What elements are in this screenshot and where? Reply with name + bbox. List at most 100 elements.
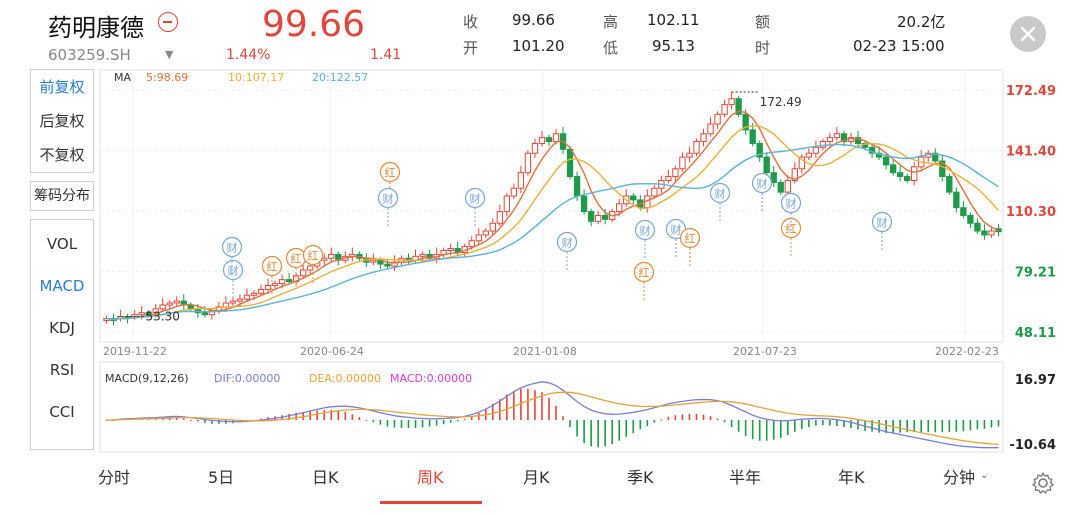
macd-bar [983,419,986,429]
tab-intraday[interactable]: 分时 [98,468,131,487]
event-marker [871,211,893,233]
event-marker-label: 财 [671,223,682,237]
indicator-kdj[interactable]: KDJ [49,319,75,337]
tab-halfyear[interactable]: 半年 [729,468,762,487]
candle [264,285,272,290]
kline-chart[interactable]: 172.49 141.40 110.30 79.21 48.11 2019-11-22 20… [0,0,1080,460]
x-tick-label: 2021-07-23 [733,345,797,358]
candle [475,234,482,242]
indicator-rsi[interactable]: RSI [49,361,75,379]
macd-bar [477,412,480,420]
candle [798,156,806,170]
time-value: 02-23 15:00 [853,37,945,55]
macd-bar [421,419,424,428]
macd-legend-0: MACD(9,12,26) [105,372,189,385]
macd-bar [997,419,1000,427]
event-marker [464,187,486,209]
candle [229,300,237,304]
candle [250,292,258,296]
low-value: 95.13 [652,37,695,55]
close-value: 99.66 [512,11,555,29]
macd-bar [779,419,782,438]
candle [602,214,609,220]
adjust-forward[interactable]: 前复权 [39,78,85,96]
candle [552,133,560,143]
candle [391,261,398,267]
candle [679,156,686,170]
macd-bar [681,414,684,420]
macd-bar [492,403,494,420]
indicator-cci[interactable]: CCI [49,403,75,421]
macd-bar [541,392,543,420]
candle [580,195,588,213]
candle [243,294,251,300]
macd-bar [548,397,550,420]
candle [538,137,546,144]
macd-bar [316,410,319,420]
adjust-none[interactable]: 不复权 [39,146,85,164]
macd-bar [829,419,831,426]
tab-yearly[interactable]: 年K [838,468,865,487]
tab-minute[interactable]: 分钟 [943,468,976,487]
macd-bar [470,416,473,420]
stock-code: 603259.SH [48,46,131,64]
indicator-vol[interactable]: VOL [46,235,78,253]
candle [819,141,827,148]
gear-icon[interactable] [1031,471,1055,495]
candle [763,156,770,174]
macd-bar [562,416,564,420]
tab-5day[interactable]: 5日 [208,468,235,487]
ma-legend-1: 5:98.69 [146,71,188,84]
macd-bar [674,415,677,420]
macd-bar [393,419,396,428]
chevron-down-icon[interactable]: ▼ [165,48,174,61]
tab-daily[interactable]: 日K [312,468,339,487]
macd-bar [794,419,796,432]
candle [482,230,489,236]
tab-quarterly[interactable]: 季K [627,468,654,487]
macd-bar [885,419,887,434]
tab-weekly[interactable]: 周K [417,468,444,487]
macd-bar [758,419,761,441]
macd-bar [976,419,979,430]
macd-bar [969,419,972,431]
event-marker-label: 财 [470,192,481,206]
candle [489,222,496,232]
tab-monthly[interactable]: 月K [523,468,550,487]
candle [665,176,672,181]
adjust-backward[interactable]: 后复权 [39,112,85,130]
macd-bar [520,388,522,420]
candle [805,152,813,158]
macd-bar [379,419,382,425]
candle [953,191,960,209]
macd-bar [955,419,958,432]
event-marker-label: 财 [227,241,238,255]
event-marker [302,244,324,266]
macd-bar [871,419,873,432]
close-button[interactable] [1010,16,1046,52]
event-marker [633,261,655,283]
macd-bar [344,411,347,420]
remove-watchlist-icon[interactable] [158,12,178,32]
macd-bar [744,419,747,436]
macd-bar [934,419,937,433]
indicator-macd[interactable]: MACD [39,277,85,295]
candle [939,160,946,178]
candle [932,152,939,162]
event-marker-label: 财 [715,187,726,201]
macd-y-tick: -10.64 [1009,438,1056,453]
time-label: 时 [755,39,771,57]
event-marker-label: 红 [308,250,319,263]
y-tick-label: 110.30 [1006,205,1056,220]
minute-chevron-icon[interactable]: ⌄ [980,470,989,481]
chip-distribution-button[interactable]: 筹码分布 [30,181,94,211]
candle [299,269,307,277]
macd-bar [653,419,656,423]
ma-legend-0: MA [114,71,131,84]
macd-bar [204,419,206,423]
macd-bar [576,419,578,437]
candle [503,195,511,213]
macd-bar [702,414,705,420]
candle [166,302,173,306]
event-marker [709,182,731,204]
